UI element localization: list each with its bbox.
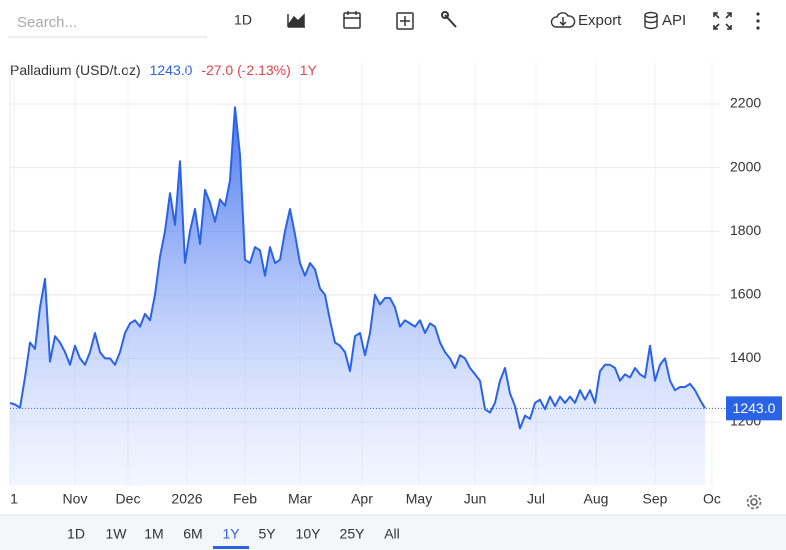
instrument-price: 1243.0 — [150, 62, 193, 78]
x-tick-label: Dec — [116, 491, 141, 507]
toolbar: Search... 1D Export API — [8, 11, 760, 38]
y-tick-label: 1400 — [730, 349, 761, 365]
instrument-change: -27.0 (-2.13%) — [201, 62, 290, 78]
y-tick-label: 2000 — [730, 158, 761, 174]
x-tick-label: Sep — [643, 491, 668, 507]
x-tick-label: Jun — [464, 491, 487, 507]
export-icon[interactable] — [550, 12, 576, 28]
api-icon[interactable] — [644, 11, 658, 30]
range-button[interactable]: 25Y — [340, 526, 366, 542]
range-button[interactable]: 1D — [67, 526, 85, 542]
export-button[interactable]: Export — [578, 12, 622, 29]
y-tick-label: 1800 — [730, 222, 761, 238]
range-button[interactable]: 6M — [183, 526, 202, 542]
price-line — [9, 106, 706, 430]
range-button[interactable]: 1W — [106, 526, 128, 542]
instrument-range: 1Y — [300, 62, 318, 78]
menu-icon[interactable] — [756, 12, 760, 30]
x-tick-label: Feb — [233, 491, 257, 507]
chart-type-icon[interactable] — [287, 13, 305, 28]
x-tick-label: 2026 — [171, 491, 202, 507]
range-selected-underline — [213, 546, 249, 549]
calendar-icon[interactable] — [343, 11, 361, 29]
range-button[interactable]: 5Y — [258, 526, 276, 542]
interval-button[interactable]: 1D — [234, 12, 252, 28]
x-tick-label: Nov — [63, 491, 88, 507]
last-price-label: 1243.0 — [733, 400, 776, 416]
range-button[interactable]: 1M — [144, 526, 163, 542]
range-button[interactable]: All — [384, 526, 400, 542]
y-tick-label: 2200 — [730, 95, 761, 111]
fullscreen-icon[interactable] — [713, 12, 732, 30]
x-tick-label: Apr — [351, 491, 373, 507]
range-buttons: 1D 1W 1M 6M 1Y 5Y 10Y 25Y All — [67, 526, 400, 549]
range-button[interactable]: 1Y — [222, 526, 240, 542]
compare-icon[interactable] — [396, 12, 414, 30]
last-price-tag — [726, 396, 782, 421]
range-button[interactable]: 10Y — [296, 526, 322, 542]
gear-icon[interactable] — [746, 494, 762, 510]
x-tick-label: Jul — [527, 491, 545, 507]
instrument-header: Palladium (USD/t.oz) 1243.0 -27.0 (-2.13… — [10, 62, 317, 78]
x-tick-label: Aug — [584, 491, 609, 507]
y-tick-label: 1600 — [730, 286, 761, 302]
x-tick-label: May — [406, 491, 432, 507]
search-box[interactable]: Search... — [17, 14, 77, 31]
x-tick-label: Oc — [703, 491, 721, 507]
settings-wrench-icon[interactable] — [441, 11, 457, 28]
x-tick-label: 1 — [10, 491, 18, 507]
x-tick-label: Mar — [288, 491, 312, 507]
area-fill — [10, 107, 705, 486]
api-button[interactable]: API — [662, 12, 686, 29]
range-bar — [0, 515, 786, 550]
